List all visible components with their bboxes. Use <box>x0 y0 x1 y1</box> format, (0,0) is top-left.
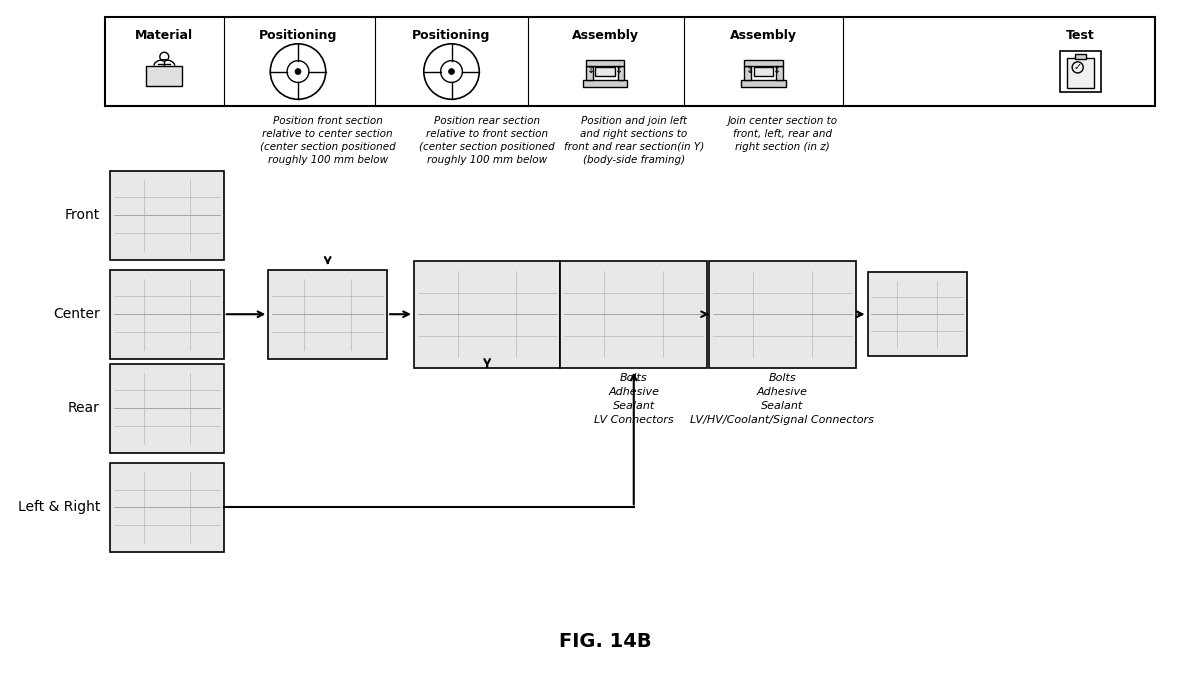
Circle shape <box>449 69 455 75</box>
Text: Join center section to
front, left, rear and
right section (in z): Join center section to front, left, rear… <box>727 116 838 152</box>
Bar <box>742 80 786 87</box>
Text: ↕: ↕ <box>773 65 781 75</box>
Text: ↕: ↕ <box>587 65 595 75</box>
Bar <box>744 66 751 80</box>
Text: FIG. 14B: FIG. 14B <box>559 632 652 650</box>
Bar <box>110 171 223 259</box>
Bar <box>1060 51 1102 92</box>
Bar <box>776 66 782 80</box>
Text: Bolts
Adhesive
Sealant
LV/HV/Coolant/Signal Connectors: Bolts Adhesive Sealant LV/HV/Coolant/Sig… <box>690 373 875 425</box>
Bar <box>754 67 773 75</box>
Bar <box>709 261 856 368</box>
Bar <box>583 80 628 87</box>
Circle shape <box>295 69 301 75</box>
Text: Position and join left
and right sections to
front and rear section(in Y)
(body-: Position and join left and right section… <box>564 116 704 164</box>
Text: Assembly: Assembly <box>730 29 797 42</box>
Text: Rear: Rear <box>68 401 100 415</box>
Bar <box>586 61 624 66</box>
Bar <box>744 61 782 66</box>
Text: Positioning: Positioning <box>413 29 491 42</box>
Text: Material: Material <box>136 29 193 42</box>
Bar <box>269 270 388 359</box>
Text: Assembly: Assembly <box>571 29 638 42</box>
Text: Bolts
Adhesive
Sealant
LV Connectors: Bolts Adhesive Sealant LV Connectors <box>594 373 673 425</box>
Bar <box>1067 58 1094 88</box>
Text: ↕: ↕ <box>614 65 623 75</box>
Text: Positioning: Positioning <box>259 29 337 42</box>
Bar <box>146 65 182 86</box>
Text: ✓: ✓ <box>1074 63 1081 72</box>
Bar <box>868 272 966 357</box>
Text: Test: Test <box>1066 29 1094 42</box>
Bar <box>110 270 223 359</box>
Bar <box>595 67 614 75</box>
Text: Position rear section
relative to front section
(center section positioned
rough: Position rear section relative to front … <box>419 116 556 164</box>
Bar <box>618 66 624 80</box>
Text: ↕: ↕ <box>745 65 754 75</box>
Bar <box>110 463 223 552</box>
Text: Left & Right: Left & Right <box>18 500 100 514</box>
Text: Front: Front <box>65 208 100 222</box>
Text: Center: Center <box>53 307 100 321</box>
Bar <box>560 261 707 368</box>
Text: Position front section
relative to center section
(center section positioned
rou: Position front section relative to cente… <box>260 116 396 164</box>
Bar <box>414 261 560 368</box>
Bar <box>104 17 1154 106</box>
Bar <box>586 66 593 80</box>
Bar <box>110 364 223 453</box>
Bar <box>1075 54 1086 59</box>
